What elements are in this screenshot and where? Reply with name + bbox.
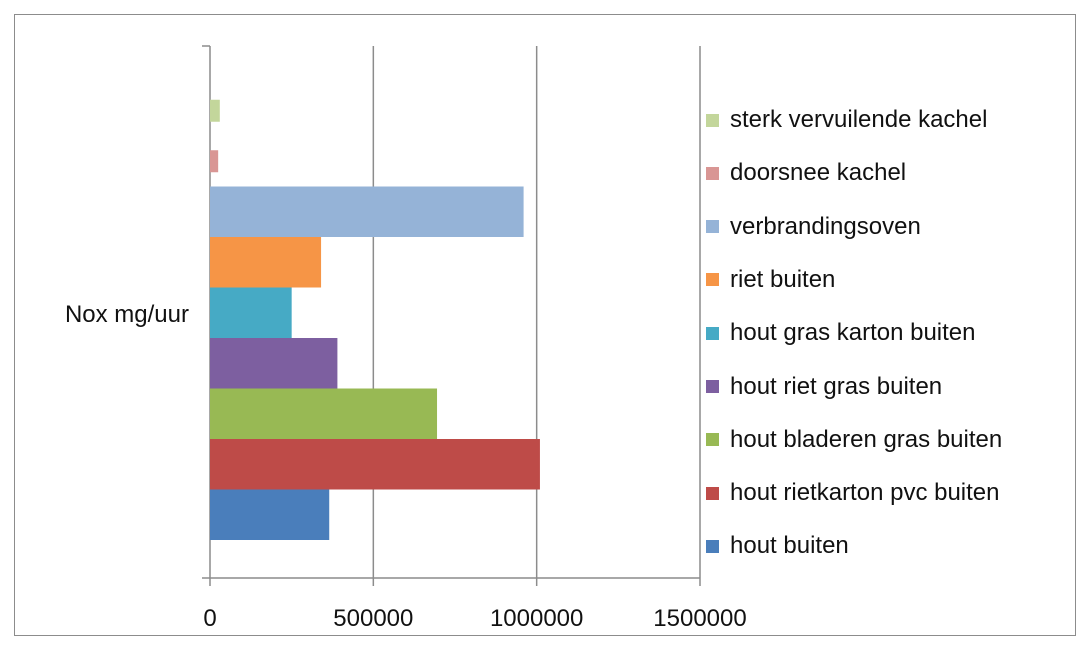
legend-label: doorsnee kachel [730,159,907,187]
legend-label: hout gras karton buiten [730,319,976,347]
x-tick-label: 0 [203,605,216,632]
legend-label: hout buiten [730,532,849,560]
legend-label: hout bladeren gras buiten [730,425,1003,453]
bar-verbrandingsoven [210,186,524,237]
bar-doorsnee-kachel [210,150,219,173]
bar-hout-buiten [210,489,330,540]
gridlines [372,46,701,578]
x-tick-label: 500000 [333,605,413,632]
legend-swatch [706,273,719,287]
legend-label: verbrandingsoven [730,212,921,240]
legend-label: hout riet gras buiten [730,372,943,400]
legend-item: doorsnee kachel [706,158,906,188]
legend-swatch [706,166,719,180]
legend-item: hout buiten [706,531,849,561]
legend-item: verbrandingsoven [706,212,921,242]
x-tick-label: 1000000 [490,605,583,632]
legend-swatch [706,380,719,393]
legend-item: hout gras karton buiten [706,318,976,348]
legend-swatch [706,433,719,447]
bars [210,99,540,540]
legend-item: riet buiten [706,265,835,295]
bar-hout-rietkarton-pvc-buiten [210,439,540,490]
legend-swatch [706,326,719,340]
legend-swatch [706,539,719,553]
legend-swatch [706,486,719,500]
legend-label: hout rietkarton pvc buiten [730,479,1000,507]
tick-labels: 0 500000 1000000 1500000 [203,605,746,632]
category-label: Nox mg/uur [65,301,189,328]
legend-item: sterk vervuilende kachel [706,105,987,135]
legend-label: riet buiten [730,265,836,293]
legend-label: sterk vervuilende kachel [730,106,988,133]
legend-item: hout riet gras buiten [706,372,942,402]
bar-hout-bladeren-gras-buiten [210,388,438,439]
x-tick-label: 1500000 [653,605,746,632]
legend-item: hout rietkarton pvc buiten [706,478,1000,508]
bar-hout-gras-karton-buiten [210,287,292,338]
legend-swatch [706,113,719,127]
bar-riet-buiten [210,237,322,288]
bar-sterk-vervuilende-kachel [210,99,220,122]
bar-hout-riet-gras-buiten [210,338,338,389]
legend-item: hout bladeren gras buiten [706,425,1002,455]
legend-swatch [706,220,719,234]
